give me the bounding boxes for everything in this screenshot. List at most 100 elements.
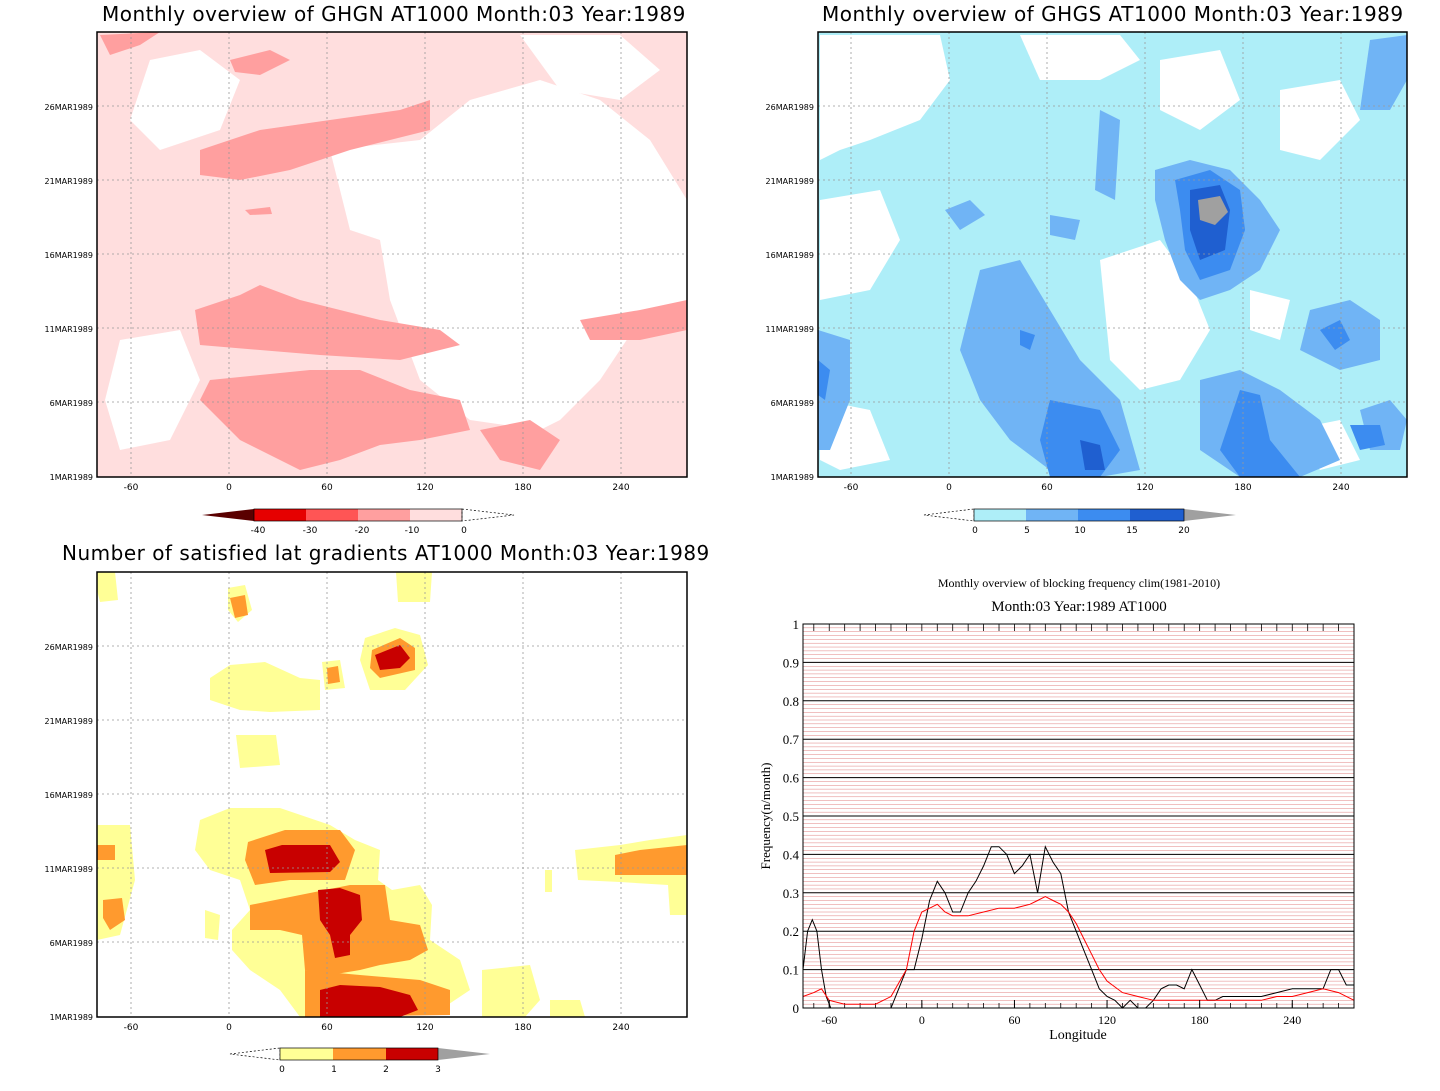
x-tick-label: 0 [919, 1013, 925, 1027]
x-tick-label: 60 [1041, 483, 1053, 493]
grad-grid [97, 572, 687, 1017]
y-tick-label: 6MAR1989 [50, 399, 93, 408]
ghgn-white-region [130, 50, 240, 150]
ghgn-dark-region [200, 100, 430, 180]
ghgs-mid-region [1095, 110, 1120, 200]
ghgs-y-ticks: 1MAR1989 6MAR1989 11MAR1989 16MAR1989 21… [766, 103, 814, 482]
y-tick-label: 11MAR1989 [766, 325, 814, 334]
x-tick-label: -60 [124, 483, 139, 493]
y-tick-label: 0.5 [783, 809, 799, 824]
x-tick-label: 120 [1136, 483, 1153, 493]
freq-title: Monthly overview of blocking frequency c… [938, 576, 1220, 590]
ghgn-dark-region [100, 32, 160, 55]
y-tick-label: 0.1 [783, 963, 799, 978]
colorbar-swatch [306, 509, 358, 521]
grad-frame [96, 571, 688, 1018]
colorbar-swatch [461, 508, 515, 522]
grad-light-region [396, 572, 432, 602]
grad-contours [97, 572, 687, 1017]
y-tick-label: 16MAR1989 [45, 791, 93, 800]
x-tick-label: 120 [416, 483, 433, 493]
freq-xlabel: Longitude [1049, 1028, 1107, 1043]
colorbar-swatch [280, 1048, 333, 1060]
y-tick-label: 16MAR1989 [766, 251, 814, 260]
y-tick-label: 0.4 [783, 847, 800, 862]
ghgs-dark-region [1320, 320, 1350, 350]
x-tick-label: -60 [124, 1023, 139, 1033]
ghgn-white-region [105, 330, 200, 450]
y-tick-label: 6MAR1989 [771, 399, 814, 408]
grad-mid-region [615, 845, 687, 875]
colorbar-swatch [1184, 509, 1236, 521]
y-tick-label: 0.7 [783, 732, 800, 747]
grad-light-region [97, 572, 118, 602]
x-tick-label: -60 [844, 483, 859, 493]
colorbar-label: 0 [461, 526, 467, 536]
grad-light-region [482, 965, 540, 1017]
ghgs-dark-region [1020, 330, 1035, 350]
y-tick-label: 21MAR1989 [45, 177, 93, 186]
colorbar-label: -20 [355, 526, 370, 536]
ghgs-contours [818, 35, 1407, 477]
ghgs-darkest-region [1080, 440, 1105, 470]
colorbar-swatch [974, 509, 1026, 521]
y-tick-label: 0.3 [783, 886, 799, 901]
ghgs-colorbar: 0 5 10 15 20 [923, 508, 1236, 536]
x-tick-label: 0 [226, 483, 232, 493]
freq-grid [803, 623, 1355, 1009]
colorbar-swatch [1078, 509, 1130, 521]
y-tick-label: 11MAR1989 [45, 325, 93, 334]
ghgs-dark-region [818, 360, 830, 400]
grad-mid-region [97, 845, 115, 860]
y-tick-label: 21MAR1989 [766, 177, 814, 186]
x-tick-label: 180 [1191, 1013, 1209, 1027]
ghgn-frame [96, 31, 688, 478]
y-tick-label: 0.2 [783, 924, 799, 939]
colorbar-label: 0 [279, 1065, 285, 1075]
grad-mid-region [327, 666, 340, 684]
y-tick-label: 0.6 [783, 771, 800, 786]
grad-dark-region [375, 645, 410, 670]
series-line [802, 896, 1355, 1005]
ghgs-grey-region [1198, 196, 1228, 225]
x-tick-label: 0 [946, 483, 952, 493]
colorbar-swatch [358, 509, 410, 521]
y-tick-label: 26MAR1989 [45, 103, 93, 112]
colorbar-swatch [438, 1048, 490, 1060]
ghgn-y-ticks: 1MAR1989 6MAR1989 11MAR1989 16MAR1989 21… [45, 103, 93, 482]
ghgs-map: -60 0 60 120 180 240 1MAR1989 6MAR1989 1… [766, 31, 1408, 536]
x-tick-label: 60 [321, 1023, 333, 1033]
grad-colorbar: 0 1 2 3 [229, 1047, 490, 1075]
colorbar-label: 2 [383, 1065, 389, 1075]
colorbar-swatch [333, 1048, 386, 1060]
colorbar-swatch [229, 1047, 281, 1061]
ghgn-map: -60 0 60 120 180 240 1MAR1989 6MAR1989 1… [45, 31, 688, 536]
ghgn-dark-region [195, 285, 460, 360]
x-tick-label: 240 [612, 1023, 629, 1033]
y-tick-label: 1MAR1989 [50, 1013, 93, 1022]
grad-y-ticks: 1MAR1989 6MAR1989 11MAR1989 16MAR1989 21… [45, 643, 93, 1022]
colorbar-label: 1 [331, 1065, 337, 1075]
x-tick-label: 60 [1008, 1013, 1020, 1027]
y-tick-label: 16MAR1989 [45, 251, 93, 260]
freq-y-ticks: 0 0.1 0.2 0.3 0.4 0.5 0.6 0.7 0.8 0.9 1 [783, 617, 800, 1016]
freq-subtitle: Month:03 Year:1989 AT1000 [991, 599, 1166, 615]
y-tick-label: 6MAR1989 [50, 939, 93, 948]
ghgs-frame [817, 31, 1408, 478]
grad-light-region [205, 910, 220, 940]
ghgs-mid-region [1050, 215, 1080, 240]
grad-mid-region [230, 595, 248, 618]
colorbar-label: 10 [1074, 526, 1086, 536]
freq-chart: Monthly overview of blocking frequency c… [758, 576, 1355, 1043]
colorbar-swatch [386, 1048, 438, 1060]
colorbar-swatch [1130, 509, 1184, 521]
y-tick-label: 26MAR1989 [45, 643, 93, 652]
freq-ylabel: Frequency(n/month) [758, 763, 773, 870]
grad-map: -60 0 60 120 180 240 1MAR1989 6MAR1989 1… [45, 571, 688, 1075]
ghgs-dark-region [1350, 425, 1385, 450]
ghgs-x-ticks: -60 0 60 120 180 240 [844, 483, 1350, 493]
ghgn-colorbar: -40 -30 -20 -10 0 [202, 508, 515, 536]
grad-light-region [545, 870, 552, 892]
grad-mid-region [103, 898, 125, 930]
x-tick-label: 60 [321, 483, 333, 493]
